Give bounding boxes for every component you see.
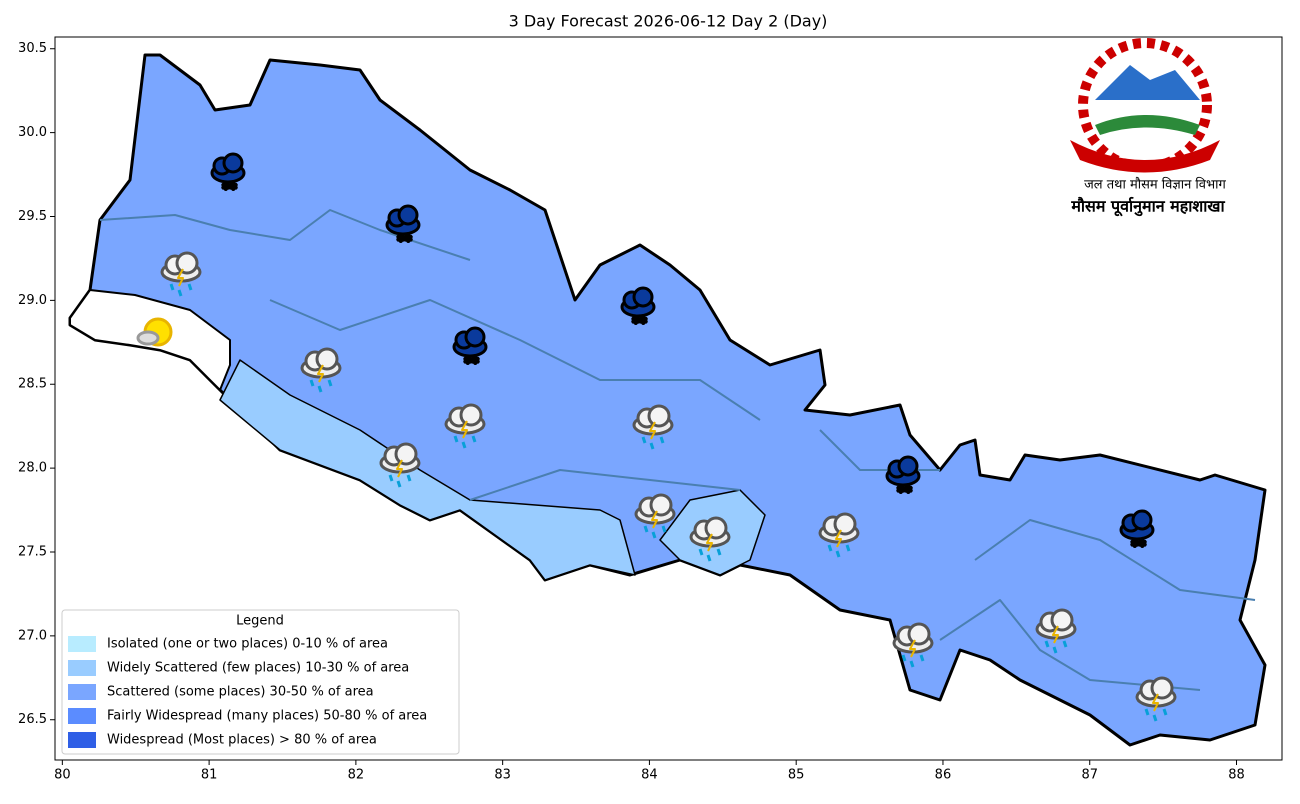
logo: जल तथा मौसम विज्ञान विभाग मौसम पूर्वानुम… (1070, 38, 1227, 217)
y-tick-label: 29.5 (18, 209, 47, 224)
legend-title: Legend (236, 614, 284, 629)
y-tick-label: 27.0 (18, 628, 47, 643)
chart-title: 3 Day Forecast 2026-06-12 Day 2 (Day) (509, 12, 828, 31)
y-tick-label: 30.0 (18, 125, 47, 140)
x-tick-label: 87 (1081, 768, 1098, 783)
legend-swatch (68, 708, 96, 724)
logo-line-1: जल तथा मौसम विज्ञान विभाग (1084, 177, 1226, 193)
x-tick-label: 83 (494, 768, 511, 783)
legend-box (61, 609, 460, 755)
legend-label: Fairly Widespread (many places) 50-80 % … (107, 709, 427, 724)
x-tick-label: 82 (348, 768, 365, 783)
plot-frame (54, 36, 1283, 761)
x-tick-label: 88 (1228, 768, 1245, 783)
x-tick-label: 86 (935, 768, 952, 783)
axes: 80 81 82 83 84 85 86 87 88 26.5 27.0 27.5 28.0 28.5 29… (18, 41, 1245, 782)
legend-label: Widespread (Most places) > 80 % of area (107, 733, 377, 748)
y-tick-label: 30.5 (18, 41, 47, 56)
y-tick-label: 27.5 (18, 544, 47, 559)
y-tick-label: 28.0 (18, 461, 47, 476)
legend-label: Scattered (some places) 30-50 % of area (107, 685, 374, 700)
y-tick-label: 26.5 (18, 712, 47, 727)
x-tick-label: 85 (788, 768, 805, 783)
legend-swatch (68, 636, 96, 652)
y-tick-label: 29.0 (18, 293, 47, 308)
y-tick-label: 28.5 (18, 377, 47, 392)
legend-label: Widely Scattered (few places) 10-30 % of… (107, 661, 409, 676)
x-tick-label: 81 (201, 768, 218, 783)
nepal-map (68, 53, 1267, 747)
legend-swatch (68, 732, 96, 748)
logo-line-2: मौसम पूर्वानुमान महाशाखा (1070, 197, 1225, 217)
x-tick-label: 80 (54, 768, 71, 783)
legend: Legend Isolated (one or two places) 0-10… (61, 609, 460, 755)
legend-swatch (68, 684, 96, 700)
legend-swatch (68, 660, 96, 676)
x-tick-label: 84 (641, 768, 658, 783)
legend-label: Isolated (one or two places) 0-10 % of a… (107, 637, 388, 652)
